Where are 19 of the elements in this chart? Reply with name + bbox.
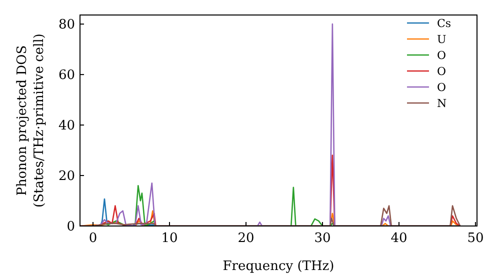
legend-label: O [437,81,446,94]
y-tick-label: 20 [58,169,75,184]
x-tick-label: 10 [161,231,178,246]
y-axis-title: Phonon projected DOS (States/THz·primitive cell) [15,33,47,208]
legend-label: O [437,65,446,78]
legend-label: Cs [437,17,452,30]
x-tick-label: 0 [88,231,98,246]
legend-label: O [437,49,446,62]
x-tick-label: 20 [238,231,254,246]
x-tick-label: 40 [390,231,408,246]
y-tick-label: 80 [58,18,75,33]
legend-label: U [437,33,446,46]
x-tick-label: 30 [314,231,331,246]
y-tick-label: 40 [58,118,75,134]
y-tick-label: 60 [58,68,75,84]
x-tick-label: 50 [467,231,484,246]
legend-label: N [437,97,447,110]
y-tick-label: 0 [66,220,75,234]
x-axis-title: Frequency (THz) [222,259,334,274]
